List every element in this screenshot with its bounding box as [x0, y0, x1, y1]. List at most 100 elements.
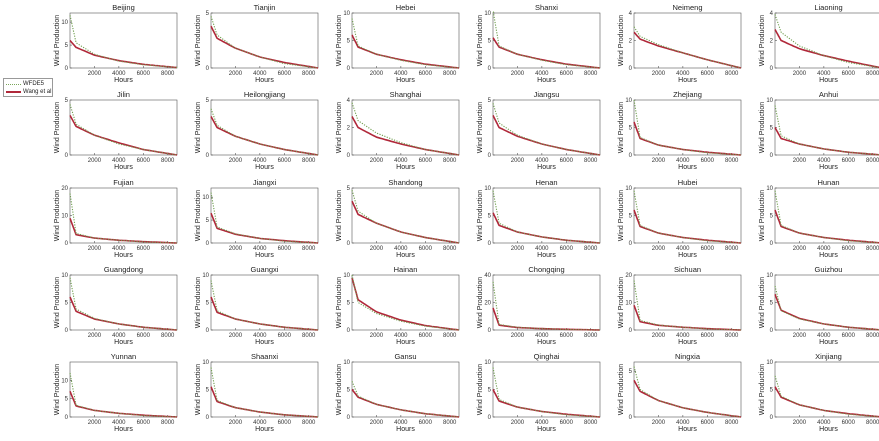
y-tick-label: 10	[61, 214, 68, 220]
x-axis-label: Hours	[396, 252, 415, 259]
y-axis-label: Wind Production	[54, 15, 61, 66]
x-tick-label: 4000	[394, 246, 408, 252]
y-tick-label: 0	[347, 66, 351, 72]
y-tick-label: 0	[488, 241, 492, 247]
panel-title: Xinjiang	[815, 352, 842, 361]
x-tick-label: 2000	[370, 158, 384, 164]
y-tick-label: 2	[347, 126, 351, 132]
series-line-wfde5	[210, 367, 319, 418]
y-tick-label: 10	[625, 98, 632, 104]
y-axis-label: Wind Production	[477, 364, 484, 415]
y-tick-label: 5	[347, 39, 351, 45]
y-tick-label: 20	[484, 301, 491, 307]
x-tick-label: 6000	[842, 333, 856, 339]
y-tick-label: 5	[65, 301, 69, 307]
panel-henan: Henan 0 5 10 2000 4000 6000 8000 Hours Wind Produ…	[477, 178, 601, 259]
y-axis-label: Wind Production	[759, 190, 766, 241]
axes-box	[69, 99, 178, 156]
panel-hainan: Hainan 0 5 10 2000 4000 6000 8000 Hours Wind Prod…	[336, 265, 460, 346]
series-line-wfde5	[774, 285, 879, 331]
x-axis-label: Hours	[537, 426, 556, 433]
y-tick-label: 20	[61, 186, 68, 192]
y-tick-label: 10	[766, 186, 773, 192]
y-axis-label: Wind Production	[54, 102, 61, 153]
y-axis-label: Wind Production	[336, 102, 343, 153]
y-axis-label: Wind Production	[195, 364, 202, 415]
x-axis-label: Hours	[114, 252, 133, 259]
panel-guizhou: Guizhou 0 5 10 2000 4000 6000 8000 Hours Wind Pro…	[759, 265, 879, 346]
axes-box	[774, 99, 879, 156]
x-tick-label: 2000	[88, 333, 102, 339]
panel-heilongjiang: Heilongjiang 0 5 2000 4000 6000 8000 Hours Wind …	[195, 90, 319, 171]
x-tick-label: 8000	[443, 420, 457, 426]
y-tick-label: 5	[488, 39, 492, 45]
panel-title: Neimeng	[672, 3, 702, 12]
panel-title: Beijing	[112, 3, 135, 12]
y-tick-label: 4	[629, 11, 633, 17]
axes-box	[774, 361, 879, 418]
y-tick-label: 0	[770, 415, 774, 421]
axes-box	[351, 99, 460, 156]
x-axis-label: Hours	[537, 77, 556, 84]
series-line-wang-et-al	[774, 29, 879, 69]
y-axis-label: Wind Production	[195, 15, 202, 66]
y-tick-label: 5	[629, 369, 633, 375]
y-tick-label: 10	[343, 360, 350, 366]
x-tick-label: 6000	[842, 246, 856, 252]
x-axis-label: Hours	[537, 164, 556, 171]
x-tick-label: 8000	[584, 333, 598, 339]
panel-ningxia: Ningxia 0 5 2000 4000 6000 8000 Hours Wind Produ…	[618, 352, 742, 433]
x-axis-label: Hours	[819, 252, 838, 259]
x-axis-label: Hours	[678, 339, 697, 346]
y-tick-label: 10	[61, 378, 68, 384]
x-tick-label: 4000	[112, 71, 126, 77]
y-tick-label: 5	[206, 388, 210, 394]
y-tick-label: 5	[206, 98, 210, 104]
series-line-wfde5	[210, 192, 319, 244]
x-tick-label: 8000	[866, 420, 879, 426]
panel-title: Zhejiang	[673, 90, 702, 99]
y-tick-label: 0	[488, 415, 492, 421]
y-axis-label: Wind Production	[54, 190, 61, 241]
y-axis-label: Wind Production	[336, 364, 343, 415]
x-tick-label: 4000	[394, 420, 408, 426]
x-tick-label: 2000	[652, 333, 666, 339]
axes-box	[633, 187, 742, 244]
series-line-wfde5	[351, 189, 460, 244]
panel-hebei: Hebei 0 5 10 2000 4000 6000 8000 Hours Wind Produ…	[336, 3, 460, 84]
x-tick-label: 2000	[793, 71, 807, 77]
y-axis-label: Wind Production	[195, 277, 202, 328]
panel-zhejiang: Zhejiang 0 5 10 2000 4000 6000 8000 Hours Wind Pr…	[618, 90, 742, 171]
panel-title: Gansu	[394, 352, 416, 361]
x-tick-label: 6000	[419, 420, 433, 426]
series-line-wfde5	[69, 372, 178, 418]
axes-box	[633, 274, 742, 331]
x-tick-label: 4000	[817, 158, 831, 164]
x-tick-label: 8000	[443, 71, 457, 77]
axes-box	[351, 12, 460, 69]
panel-guangxi: Guangxi 0 5 10 2000 4000 6000 8000 Hours Wind Pro…	[195, 265, 319, 346]
y-tick-label: 10	[484, 11, 491, 17]
x-tick-label: 4000	[535, 333, 549, 339]
x-tick-label: 6000	[560, 246, 574, 252]
axes-box	[210, 99, 319, 156]
x-axis-label: Hours	[255, 252, 274, 259]
y-tick-label: 10	[766, 273, 773, 279]
y-tick-label: 5	[770, 301, 774, 307]
panel-hunan: Hunan 0 5 10 2000 4000 6000 8000 Hours Wind Produ…	[759, 178, 879, 259]
y-tick-label: 0	[206, 66, 210, 72]
x-tick-label: 6000	[701, 71, 715, 77]
panel-title: Jilin	[117, 90, 130, 99]
y-tick-label: 5	[65, 397, 69, 403]
series-line-wfde5	[351, 380, 460, 418]
x-tick-label: 4000	[394, 333, 408, 339]
panel-title: Fujian	[113, 178, 133, 187]
x-tick-label: 4000	[817, 420, 831, 426]
axes-box	[351, 187, 460, 244]
panel-title: Heilongjiang	[244, 90, 285, 99]
y-tick-label: 5	[488, 388, 492, 394]
y-axis-label: Wind Production	[54, 364, 61, 415]
series-line-wfde5	[351, 102, 460, 156]
y-tick-label: 0	[347, 241, 351, 247]
x-axis-label: Hours	[114, 426, 133, 433]
